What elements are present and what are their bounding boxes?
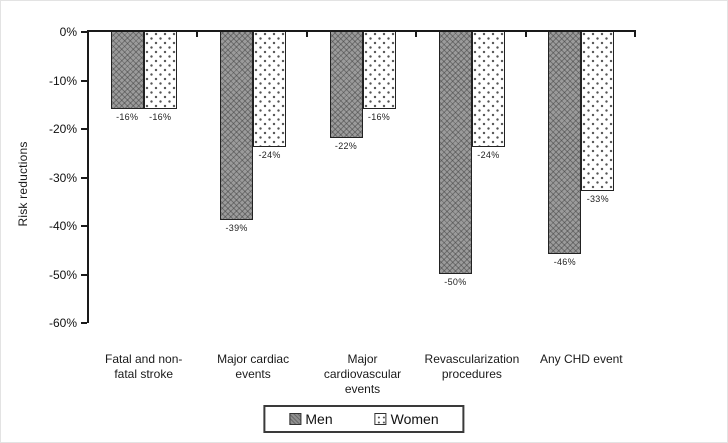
bar-men-0 xyxy=(110,31,144,109)
category-label-2: Major cardiovascular events xyxy=(323,352,402,396)
x-axis-line xyxy=(87,30,636,32)
men-swatch-icon xyxy=(289,413,302,425)
bar-value-label: -16% xyxy=(367,111,391,122)
bar-women-4 xyxy=(581,31,615,192)
y-tick xyxy=(81,31,87,33)
y-tick xyxy=(81,322,87,324)
y-tick-label: -60% xyxy=(48,316,77,330)
bar-men-1 xyxy=(220,31,254,221)
bar-value-label: -16% xyxy=(149,111,172,122)
legend-item-women: Women xyxy=(374,411,439,427)
x-tick xyxy=(524,32,527,37)
chart-legend: Men Women xyxy=(263,405,465,433)
category-label-3: Revascularization procedures xyxy=(424,352,520,381)
bar-value-label: -24% xyxy=(477,150,500,161)
y-tick-label: -30% xyxy=(48,170,77,185)
category-label-0: Fatal and non- fatal stroke xyxy=(104,352,183,381)
bar-men-3 xyxy=(438,31,472,274)
y-tick xyxy=(81,176,87,179)
bar-value-label: -22% xyxy=(334,140,358,151)
bar-men-4 xyxy=(548,31,582,255)
bar-women-0 xyxy=(143,31,177,109)
y-tick xyxy=(81,225,87,227)
bar-value-label: -16% xyxy=(116,111,139,122)
x-tick xyxy=(305,32,308,37)
bar-value-label: -50% xyxy=(444,276,467,287)
y-tick-label: -10% xyxy=(48,73,77,88)
y-tick-label: 0% xyxy=(59,25,77,39)
legend-item-men: Men xyxy=(289,411,333,427)
category-label-1: Major cardiac events xyxy=(217,352,290,381)
bar-value-label: -24% xyxy=(258,150,281,161)
bar-value-label: -46% xyxy=(553,257,576,268)
y-tick xyxy=(81,273,87,276)
y-tick xyxy=(81,79,87,82)
bar-men-2 xyxy=(329,31,363,138)
bar-value-label: -33% xyxy=(586,194,609,205)
y-axis-title: Risk reductions xyxy=(16,141,30,227)
y-tick-label: -20% xyxy=(48,122,77,136)
bar-women-2 xyxy=(362,31,396,109)
y-tick xyxy=(81,128,87,130)
bar-women-1 xyxy=(253,31,287,148)
legend-label-men: Men xyxy=(305,411,333,427)
legend-label-women: Women xyxy=(390,411,439,427)
x-tick xyxy=(196,32,199,37)
y-axis-line xyxy=(87,32,89,323)
category-label-4: Any CHD event xyxy=(539,352,623,366)
bar-value-label: -39% xyxy=(225,223,248,234)
y-tick-label: -40% xyxy=(48,219,77,233)
x-tick xyxy=(634,32,636,37)
bar-women-3 xyxy=(471,31,505,148)
women-swatch-icon xyxy=(374,413,387,425)
x-tick xyxy=(415,32,418,37)
y-tick-label: -50% xyxy=(48,267,77,282)
